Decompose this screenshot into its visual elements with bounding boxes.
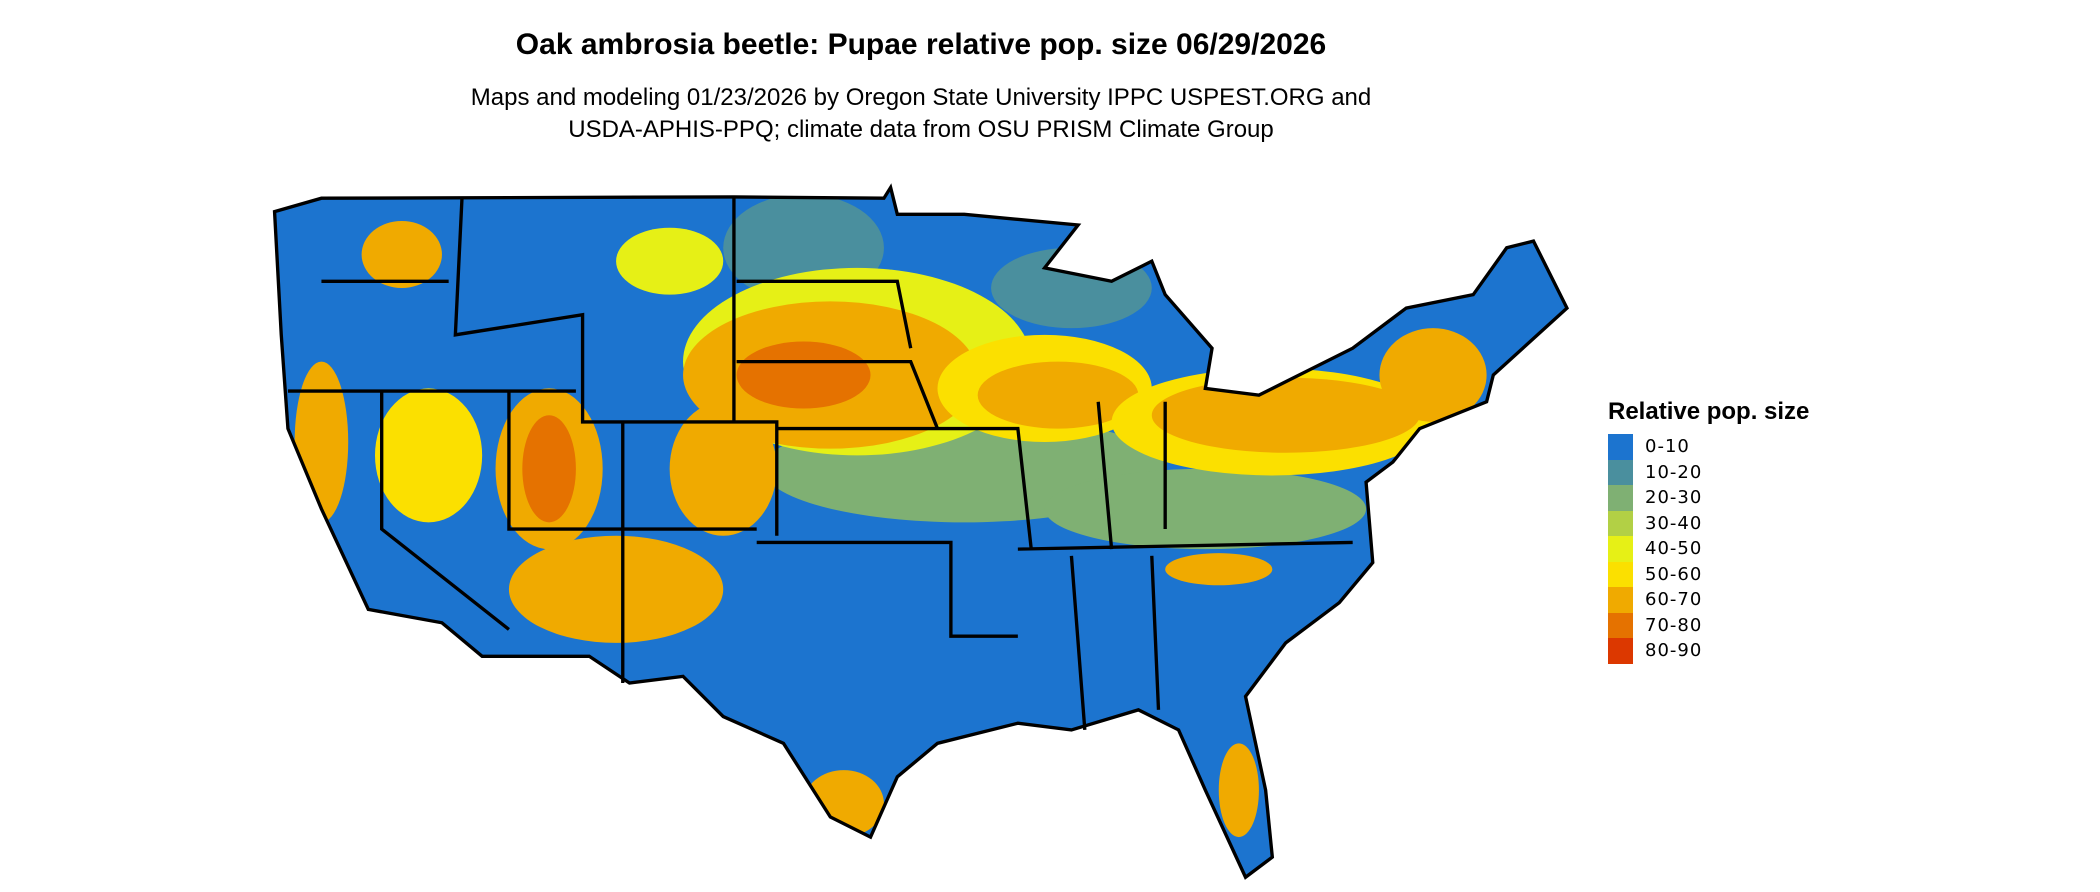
legend-label: 50-60 <box>1645 563 1703 585</box>
legend-swatch <box>1608 459 1633 485</box>
legend-label: 70-80 <box>1645 614 1703 636</box>
legend-label: 40-50 <box>1645 538 1703 560</box>
legend-swatch <box>1608 536 1633 562</box>
legend-label: 60-70 <box>1645 589 1703 611</box>
legend-item: 80-90 <box>1608 638 1809 664</box>
legend-swatch <box>1608 485 1633 511</box>
legend-label: 30-40 <box>1645 512 1703 534</box>
legend-title: Relative pop. size <box>1608 398 1810 425</box>
map-subtitle-line1: Maps and modeling 01/23/2026 by Oregon S… <box>470 84 1372 111</box>
legend-item: 40-50 <box>1608 536 1809 562</box>
legend-swatch <box>1608 612 1633 638</box>
legend-item: 30-40 <box>1608 510 1809 536</box>
map-subtitle-line2: USDA-APHIS-PPQ; climate data from OSU PR… <box>568 116 1274 143</box>
legend-label: 10-20 <box>1645 461 1703 483</box>
legend-swatch <box>1608 638 1633 664</box>
state-borders <box>272 185 1569 879</box>
legend-item: 50-60 <box>1608 561 1809 587</box>
legend-swatch <box>1608 434 1633 460</box>
legend-item: 20-30 <box>1608 485 1809 511</box>
legend-label: 80-90 <box>1645 640 1703 662</box>
legend: Relative pop. size 0-10 10-20 20-30 30-40 40… <box>1608 398 1809 664</box>
legend-label: 20-30 <box>1645 487 1703 509</box>
legend-item: 60-70 <box>1608 587 1809 613</box>
legend-swatch <box>1608 510 1633 536</box>
legend-item: 70-80 <box>1608 612 1809 638</box>
legend-item: 10-20 <box>1608 459 1809 485</box>
legend-label: 0-10 <box>1645 436 1690 458</box>
legend-swatch <box>1608 587 1633 613</box>
map-title: Oak ambrosia beetle: Pupae relative pop.… <box>515 28 1327 61</box>
legend-item: 0-10 <box>1608 434 1809 460</box>
legend-swatch <box>1608 561 1633 587</box>
